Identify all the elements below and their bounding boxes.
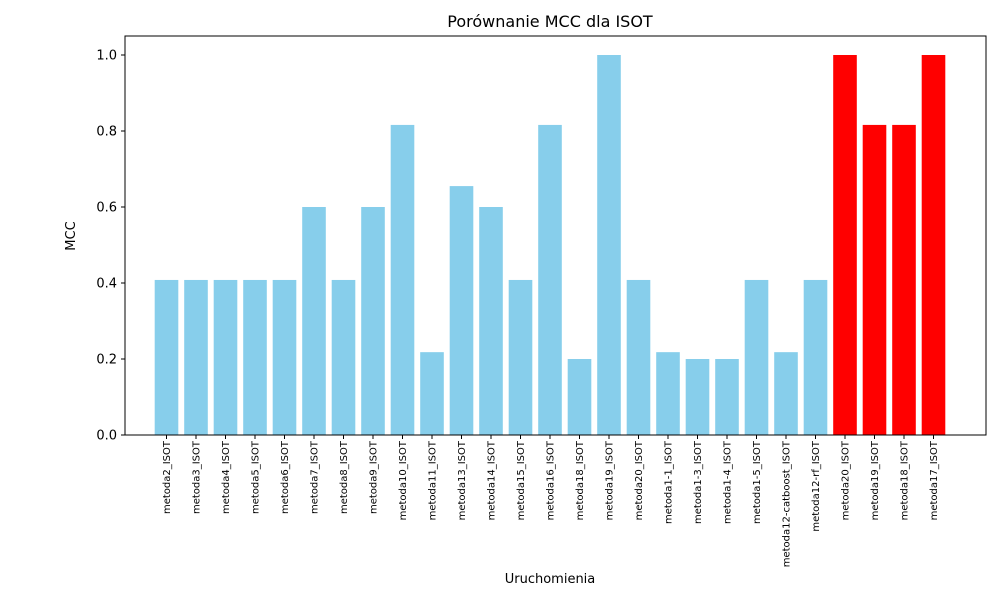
bar-26: [892, 124, 916, 436]
chart-title: Porównanie MCC dla ISOT: [447, 12, 653, 31]
x-tick-label: metoda13_ISOT: [457, 440, 468, 520]
x-tick-label: metoda16_ISOT: [546, 440, 557, 520]
x-tick-label: metoda12-rf_ISOT: [811, 440, 822, 532]
bar-12: [479, 207, 503, 435]
x-axis-title: Uruchomienia: [505, 572, 596, 587]
y-axis-title: MCC: [64, 221, 79, 250]
x-tick-label: metoda1-3_ISOT: [693, 440, 704, 524]
y-axis-ticks: 0.0 0.2 0.4 0.6 0.8 1.0: [96, 49, 125, 444]
x-tick-label: metoda5_ISOT: [251, 440, 262, 514]
plot-frame: [124, 35, 987, 436]
x-tick-label: metoda12-catboost_ISOT: [782, 440, 793, 567]
bar-4: [243, 279, 267, 435]
x-tick-label: metoda2_ISOT: [162, 440, 173, 514]
y-tick-label: 1.0: [96, 49, 117, 64]
x-tick-label: metoda9_ISOT: [369, 440, 380, 514]
bar-13: [508, 279, 533, 435]
bar-1: [154, 279, 179, 435]
bar-18: [656, 352, 680, 435]
x-tick-label: metoda11_ISOT: [428, 440, 439, 520]
bar-24: [833, 55, 857, 435]
bar-8: [361, 207, 385, 435]
x-tick-label: metoda20_ISOT: [841, 440, 852, 520]
y-tick-label: 0.0: [96, 429, 117, 444]
bar-14: [538, 124, 562, 436]
x-tick-label: metoda1-5_ISOT: [752, 440, 763, 524]
bar-25: [862, 124, 887, 436]
bar-19: [685, 359, 710, 435]
x-tick-label: metoda7_ISOT: [310, 440, 321, 514]
y-tick-label: 0.6: [96, 201, 117, 216]
bar-23: [803, 279, 828, 435]
bars-group: [154, 55, 946, 436]
bar-11: [449, 186, 474, 435]
y-tick-label: 0.8: [96, 125, 117, 140]
x-tick-label: metoda3_ISOT: [192, 440, 203, 514]
x-tick-label: metoda14_ISOT: [487, 440, 498, 520]
x-axis-ticks: metoda2_ISOT metoda3_ISOT metoda4_ISOT meto…: [162, 435, 940, 567]
bar-7: [331, 279, 356, 435]
bar-20: [715, 359, 739, 435]
x-tick-label: metoda18_ISOT: [900, 440, 911, 520]
x-tick-label: metoda4_ISOT: [221, 440, 232, 514]
y-tick-label: 0.4: [96, 277, 117, 292]
x-tick-label: metoda10_ISOT: [398, 440, 409, 520]
x-tick-label: metoda18_ISOT: [575, 440, 586, 520]
y-tick-label: 0.2: [96, 353, 117, 368]
bar-2: [184, 279, 208, 435]
bar-15: [567, 359, 592, 435]
bar-16: [597, 55, 621, 435]
bar-6: [302, 207, 326, 435]
x-tick-label: metoda19_ISOT: [605, 440, 616, 520]
x-tick-label: metoda6_ISOT: [280, 440, 291, 514]
x-tick-label: metoda1-4_ISOT: [723, 440, 734, 524]
bar-27: [921, 55, 946, 435]
bar-17: [626, 279, 651, 435]
bar-5: [272, 279, 297, 435]
bar-21: [744, 279, 769, 435]
x-tick-label: metoda19_ISOT: [870, 440, 881, 520]
x-tick-label: metoda15_ISOT: [516, 440, 527, 520]
bar-22: [774, 352, 798, 435]
bar-9: [390, 124, 415, 436]
bar-10: [420, 352, 444, 435]
x-tick-label: metoda17_ISOT: [929, 440, 940, 520]
x-tick-label: metoda8_ISOT: [339, 440, 350, 514]
bar-3: [213, 279, 238, 435]
x-tick-label: metoda20_ISOT: [634, 440, 645, 520]
x-tick-label: metoda1-1_ISOT: [664, 440, 675, 524]
